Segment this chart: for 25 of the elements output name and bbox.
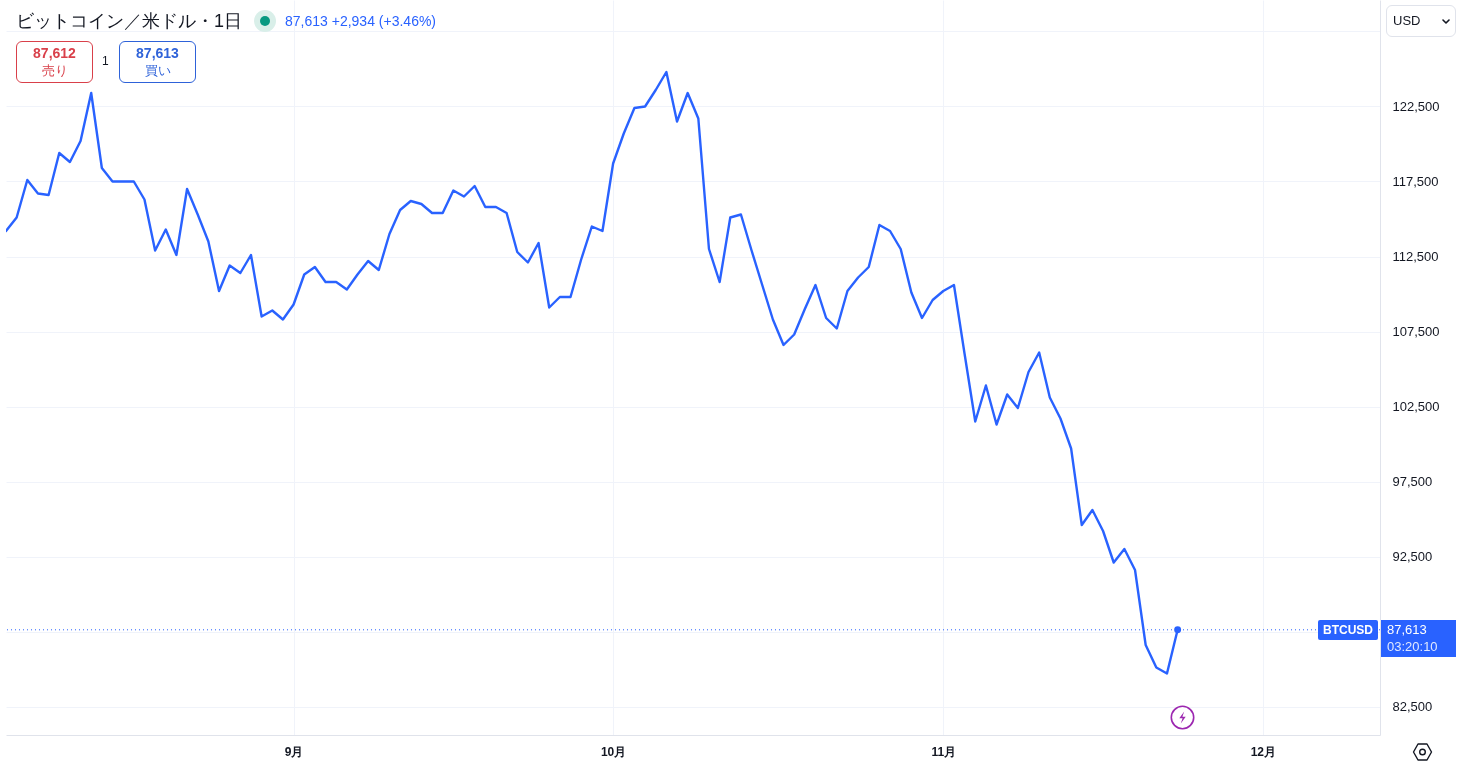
x-tick-label: 10月 — [600, 744, 627, 759]
annotation: 87,612 — [32, 44, 77, 62]
ref-line-label: BTCUSD — [1318, 619, 1378, 640]
y-tick-label: 117,500 — [1392, 174, 1439, 189]
annotation: 87,613 +2,934 (+3.46%) — [285, 12, 437, 31]
y-tick-label: 122,500 — [1392, 99, 1440, 114]
annotation: 売り — [40, 62, 69, 80]
x-tick-label: 9月 — [284, 744, 304, 759]
annotation: 1 — [102, 54, 109, 68]
y-tick-label: 102,500 — [1392, 399, 1440, 414]
y-tick-label: 107,500 — [1392, 324, 1440, 339]
y-tick-label: 112,500 — [1392, 249, 1439, 264]
text: 03:20:10 — [1387, 637, 1439, 655]
text: 87,613 — [1387, 621, 1427, 637]
x-tick-label: 12月 — [1250, 744, 1277, 759]
dropdown: USD — [1386, 5, 1456, 37]
text: ビットコイン／米ドル・1日 — [16, 10, 243, 33]
annotation: 87,613 — [135, 44, 180, 62]
y-tick-label: 97,500 — [1392, 474, 1433, 489]
annotation: 買い — [143, 62, 172, 80]
y-tick-label: 92,500 — [1392, 549, 1433, 564]
x-tick-label: 11月 — [931, 744, 957, 759]
buy-button: 87,613 買い — [119, 41, 196, 83]
y-tick-label: 82,500 — [1392, 699, 1433, 714]
sell-button: 87,612 売り — [16, 41, 93, 83]
